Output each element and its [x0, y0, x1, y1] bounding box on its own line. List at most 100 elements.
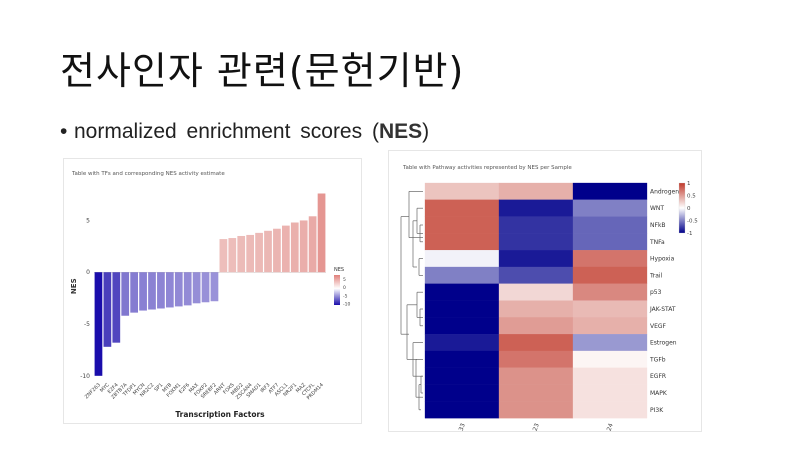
heatmap-row-label: Hypoxia — [650, 256, 675, 263]
heatmap-cell — [498, 317, 574, 335]
bar-MYC — [103, 272, 112, 347]
heatmap-cell — [498, 266, 574, 284]
heatmap-cell — [572, 367, 648, 385]
heatmap-cell — [498, 283, 574, 301]
bar-legend-title: NES — [334, 267, 344, 273]
bar-legend-tick: 5 — [343, 277, 346, 283]
bar-FOXS — [228, 238, 237, 273]
bar-MYB — [165, 272, 174, 308]
heatmap-cell — [424, 182, 500, 200]
heatmap-cell — [424, 350, 500, 368]
heatmap-row-label: Estrogen — [650, 340, 677, 347]
heatmap-cell — [424, 216, 500, 234]
heatmap-cell — [498, 334, 574, 352]
bar-ARNT — [219, 239, 228, 273]
heatmap-legend-tick: -1 — [687, 231, 692, 237]
bar-FOXP2 — [201, 272, 210, 303]
heatmap-row-label: TGFb — [649, 356, 666, 363]
heatmap-cell — [572, 233, 648, 251]
heatmap-row-label: JAK-STAT — [649, 306, 676, 313]
heatmap-row-label: NFkB — [650, 222, 666, 229]
bullet-close: ) — [422, 120, 430, 143]
bar-FOXM1 — [174, 272, 183, 307]
heatmap-legend-tick: 0 — [687, 206, 691, 212]
bullet-line: • normalized enrichment scores (NES) — [60, 120, 429, 144]
heatmap-cell — [424, 367, 500, 385]
heatmap-cell — [424, 199, 500, 217]
heatmap-cell — [572, 300, 648, 318]
bar-chart-xlabel: Transcription Factors — [175, 410, 265, 419]
bar-NR2F1 — [290, 222, 299, 273]
heatmap-title: Table with Pathway activities represente… — [402, 165, 572, 171]
heatmap-cell — [424, 300, 500, 318]
heatmap-legend-tick: 1 — [687, 181, 691, 187]
heatmap-cell — [498, 350, 574, 368]
bar-E2F6 — [183, 272, 192, 306]
heatmap-cell — [498, 401, 574, 419]
bar-E2F4 — [112, 272, 121, 343]
tf-bar-chart: Table with TFs and corresponding NES act… — [70, 171, 350, 419]
heatmap-cell — [424, 250, 500, 268]
heatmap-cell — [572, 317, 648, 335]
bar-ytick-label: -10 — [80, 373, 90, 380]
bar-legend-tick: -10 — [343, 302, 350, 308]
heatmap-row-label: VEGF — [650, 323, 667, 330]
heatmap-cell — [572, 266, 648, 284]
heatmap-cell — [498, 216, 574, 234]
heatmap-row-label: WNT — [650, 205, 664, 212]
heatmap-cell — [424, 283, 500, 301]
heatmap-row-label: Androgen — [650, 188, 679, 195]
heatmap-legend-tick: -0.5 — [687, 219, 698, 225]
bar-MBD2 — [237, 235, 246, 273]
heatmap-col-label: p33 — [456, 422, 467, 431]
heatmap-cell — [424, 266, 500, 284]
heatmap-cell — [572, 283, 648, 301]
bar-ATF7 — [273, 228, 281, 273]
heatmap-cell — [572, 384, 648, 402]
bar-ytick-label: 5 — [86, 217, 90, 224]
heatmap-row-label: p53 — [650, 289, 662, 296]
heatmap-row-label: EGFR — [650, 373, 666, 380]
bar-xtick-label: SP1 — [153, 382, 164, 393]
bar-chart-title: Table with TFs and corresponding NES act… — [71, 171, 225, 177]
pathway-heatmap: Table with Pathway activities represente… — [400, 165, 698, 436]
bar-xtick-label: ZNF263 — [84, 382, 102, 400]
bar-CTCFL — [308, 216, 317, 273]
heatmap-col-label: p23 — [530, 422, 541, 431]
heatmap-cell — [572, 182, 648, 200]
bar-ZSCAN4 — [246, 234, 255, 273]
bar-SP1 — [157, 272, 165, 309]
heatmap-cell — [498, 182, 574, 200]
heatmap-cell — [572, 350, 648, 368]
bullet-bold: NES — [378, 120, 423, 143]
bar-legend-colorbar — [334, 275, 340, 305]
heatmap-row-label: Trail — [649, 272, 663, 279]
heatmap-legend-colorbar — [678, 182, 686, 234]
heatmap-cell — [572, 401, 648, 419]
heatmap-cell — [424, 233, 500, 251]
bar-NR2C2 — [148, 272, 156, 310]
pathway-heatmap-panel: Table with Pathway activities represente… — [388, 150, 702, 436]
heatmap-row-label: TNFa — [649, 239, 665, 246]
heatmap-cell — [498, 250, 574, 268]
heatmap-cell — [498, 233, 574, 251]
bar-ytick-label: 0 — [86, 269, 90, 276]
bar-MAX — [192, 272, 201, 304]
bullet-dot: • — [60, 120, 68, 143]
bar-TFDP1 — [130, 272, 139, 313]
bullet-text: normalized enrichment scores ( — [74, 120, 379, 143]
heatmap-col-label: p24 — [604, 422, 615, 431]
bar-MYCN — [139, 272, 147, 311]
heatmap-cell — [498, 199, 574, 217]
bar-ytick-label: -5 — [84, 321, 90, 328]
heatmap-cell — [572, 216, 648, 234]
heatmap-cell — [424, 317, 500, 335]
heatmap-cell — [498, 300, 574, 318]
heatmap-cell — [424, 384, 500, 402]
bar-ASCL1 — [281, 225, 290, 273]
bar-SMAD1 — [255, 232, 263, 273]
bar-chart-ylabel: NES — [70, 278, 78, 294]
heatmap-cell — [424, 401, 500, 419]
bar-ZNF263 — [94, 272, 103, 376]
heatmap-cell — [572, 334, 648, 352]
